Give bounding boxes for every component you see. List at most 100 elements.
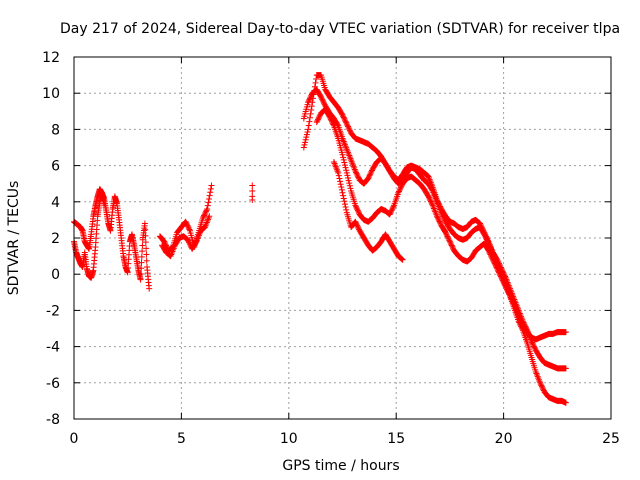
data-point [346,182,353,189]
data-point [510,300,517,307]
data-point [328,117,335,124]
data-point [342,164,349,171]
data-point [137,276,144,283]
data-point [437,219,444,226]
data-point [316,112,323,119]
data-points [71,72,569,406]
data-point [347,185,354,192]
data-point [341,162,348,169]
data-point [387,210,394,217]
data-point [313,119,320,126]
data-point [354,223,361,230]
data-point [305,97,312,104]
data-point [305,122,312,129]
data-point [485,247,492,254]
data-point [562,329,569,336]
data-point [249,196,256,203]
data-point [337,181,344,188]
data-point [353,221,360,228]
data-point [329,118,336,125]
data-point [182,218,189,225]
data-point [500,278,507,285]
series-track-c [313,106,569,343]
data-point [342,203,349,210]
data-point [489,256,496,263]
data-point [389,206,396,213]
data-point [335,169,342,176]
data-point [438,209,445,216]
data-point [446,238,453,245]
data-point [515,312,522,319]
data-point [192,239,199,246]
data-point [447,239,454,246]
data-point [185,225,192,232]
data-point [319,96,326,103]
data-point [138,253,145,260]
y-tick-label: 10 [42,86,60,102]
series-track-d [330,158,406,263]
data-point [446,237,453,244]
data-point [345,123,352,130]
data-point [354,206,361,213]
data-point [365,175,372,182]
data-point [307,110,314,117]
data-point [429,201,436,208]
data-point [353,169,360,176]
data-point [306,118,313,125]
data-point [354,171,361,178]
data-point [507,292,514,299]
y-tick-label: -4 [46,340,60,356]
x-tick-label: 20 [495,431,513,447]
data-point [346,180,353,187]
data-point [443,232,450,239]
data-point [398,255,405,262]
data-point [355,208,362,215]
data-point [490,258,497,265]
data-point [353,205,360,212]
data-point [146,285,153,292]
data-point [504,287,511,294]
data-point [327,115,334,122]
data-point [399,256,406,263]
data-point [484,237,491,244]
data-point [318,93,325,100]
data-point [184,222,191,229]
data-point [340,114,347,121]
data-point [495,269,502,276]
data-point [389,205,396,212]
data-point [137,270,144,277]
data-point [329,120,336,127]
y-tick-label: 8 [51,122,60,138]
data-point [316,113,323,120]
data-point [339,151,346,158]
data-point [398,183,405,190]
data-point [505,290,512,297]
data-point [562,399,569,406]
data-point [426,194,433,201]
data-point [346,126,353,133]
y-axis-label: SDTVAR / TECUs [6,181,22,296]
data-point [186,239,193,246]
data-point [491,260,498,267]
data-point [439,212,446,219]
data-point [201,212,208,219]
data-point [354,173,361,180]
data-point [142,239,149,246]
data-point [505,289,512,296]
data-point [201,211,208,218]
data-point [183,220,190,227]
data-point [340,192,347,199]
data-point [353,220,360,227]
data-point [497,273,504,280]
data-point [443,230,450,237]
data-point [186,240,193,247]
data-point [354,222,361,229]
data-point [508,295,515,302]
data-point [206,195,213,202]
data-point [207,185,214,192]
data-point [355,174,362,181]
data-point [499,277,506,284]
data-point [425,193,432,200]
data-point [507,294,514,301]
